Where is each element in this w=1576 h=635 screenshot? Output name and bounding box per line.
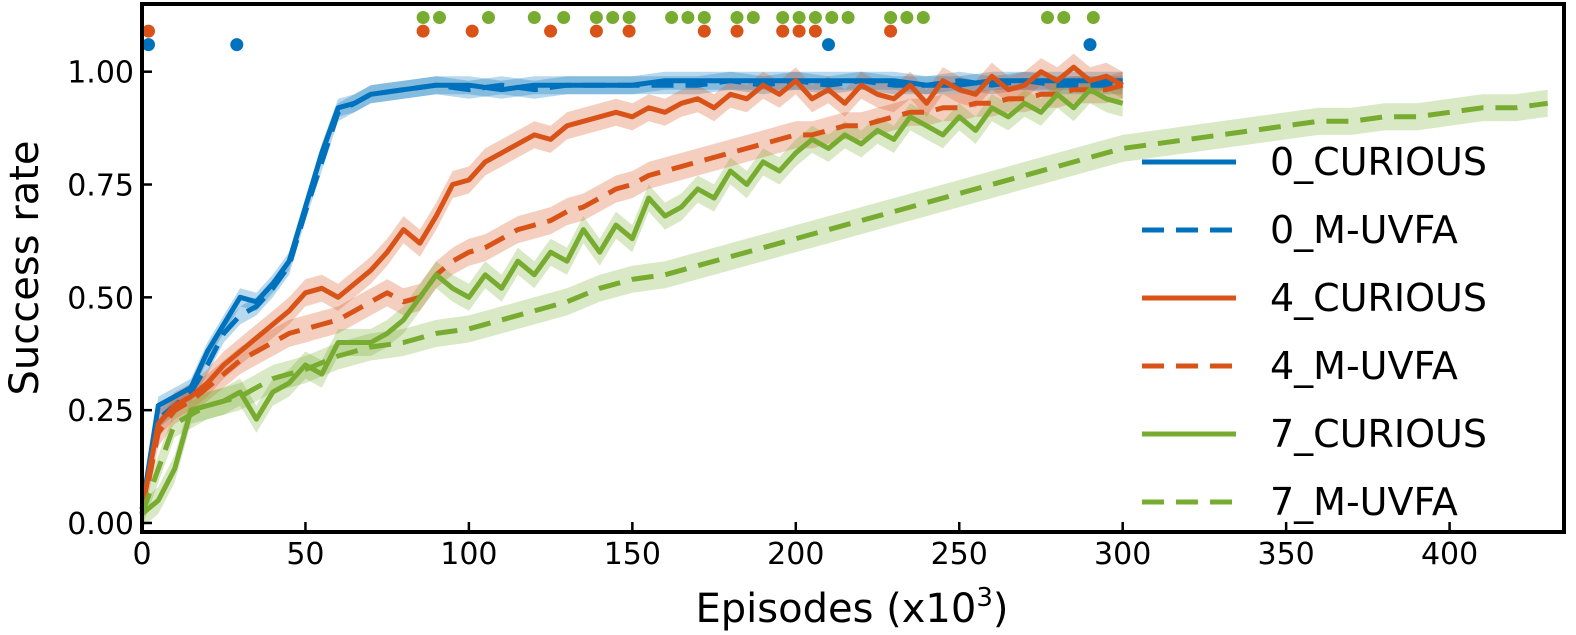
marker-0-curious [142,38,155,52]
marker-0-curious [822,38,835,52]
legend-label: 7_M-UVFA [1270,480,1458,524]
marker-7-curious [825,11,839,24]
series-line-7-m-uvfa [139,100,1549,515]
x-axis-title-close: ) [993,586,1009,632]
marker-4-curious [808,24,822,38]
y-tick-label: 0.25 [67,394,134,429]
series-line-0-curious [139,78,1123,510]
marker-4-curious [776,24,790,38]
marker-7-curious [681,11,695,24]
marker-7-curious [746,11,760,24]
y-tick-label: 0.50 [67,281,134,316]
marker-4-curious [792,24,806,38]
legend-label: 0_CURIOUS [1270,140,1487,184]
legend-label: 7_CURIOUS [1270,412,1487,456]
y-tick-label: 1.00 [67,56,134,91]
x-tick-label: 400 [1421,537,1478,572]
plot-bands [142,53,1548,528]
legend-entry-7-m-uvfa: 7_M-UVFA [1142,480,1458,524]
marker-7-curious [557,11,571,24]
marker-7-curious [884,11,898,24]
marker-4-curious [730,24,744,38]
y-tick-label: 0.00 [67,507,134,542]
legend-entry-4-curious: 4_CURIOUS [1142,276,1487,320]
marker-7-curious [527,11,541,24]
marker-7-curious [416,11,430,24]
legend-label: 4_M-UVFA [1270,344,1458,388]
marker-4-curious [884,24,898,38]
x-tick-label: 350 [1258,537,1315,572]
x-tick-label: 100 [440,537,497,572]
legend-entry-0-curious: 0_CURIOUS [1142,140,1487,184]
marker-7-curious [589,11,603,24]
marker-7-curious [433,11,446,24]
marker-4-curious [465,24,479,38]
marker-7-curious [482,11,495,24]
marker-4-curious [697,24,711,38]
marker-7-curious [697,11,711,24]
marker-7-curious [776,11,790,24]
legend-entry-7-curious: 7_CURIOUS [1142,412,1487,456]
x-axis-title-main: Episodes (x10 [696,586,977,632]
x-tick-label: 0 [132,537,151,572]
plot-frame [140,2,1566,534]
marker-7-curious [1057,11,1071,24]
marker-7-curious [665,11,679,24]
marker-7-curious [1041,11,1054,24]
series-line-4-curious [139,64,1124,510]
significance-markers [142,11,1100,52]
legend-label: 4_CURIOUS [1270,276,1487,320]
x-axis-title: Episodes (x103) [696,583,1009,632]
marker-4-curious [544,24,558,38]
y-axis-title: Success rate [2,141,48,396]
y-axis: 0.00 0.25 0.50 0.75 1.00 [67,56,152,542]
marker-7-curious [841,11,855,24]
x-tick-label: 200 [767,537,824,572]
marker-0-curious [230,38,244,52]
series-line-0-m-uvfa [139,78,1123,515]
x-axis-title-superscript: 3 [976,583,993,613]
legend-label: 0_M-UVFA [1270,208,1458,252]
legend-entry-4-m-uvfa: 4_M-UVFA [1142,344,1458,388]
marker-7-curious [606,11,620,24]
marker-4-curious [589,24,603,38]
y-tick-label: 0.75 [67,169,134,204]
band-4-curious [142,53,1123,523]
x-tick-label: 150 [604,537,661,572]
legend: 0_CURIOUS 0_M-UVFA 4_CURIOUS 4_M-UVFA 7_CURI… [1142,140,1487,524]
legend-entry-0-m-uvfa: 0_M-UVFA [1142,208,1458,252]
series-line-7-curious [140,87,1124,516]
marker-4-curious [416,24,430,38]
marker-7-curious [730,11,744,24]
marker-7-curious [808,11,822,24]
marker-4-curious [142,24,155,38]
marker-7-curious [792,11,806,24]
x-tick-label: 300 [1094,537,1151,572]
x-tick-label: 50 [286,537,324,572]
marker-7-curious [1086,11,1100,24]
x-axis: 0 50 100 150 200 250 300 350 400 [132,522,1478,572]
marker-0-curious [1083,38,1097,52]
marker-7-curious [622,11,636,24]
x-tick-label: 250 [931,537,988,572]
marker-4-curious [622,24,636,38]
plot-lines [139,64,1549,516]
marker-7-curious [916,11,930,24]
marker-7-curious [900,11,914,24]
